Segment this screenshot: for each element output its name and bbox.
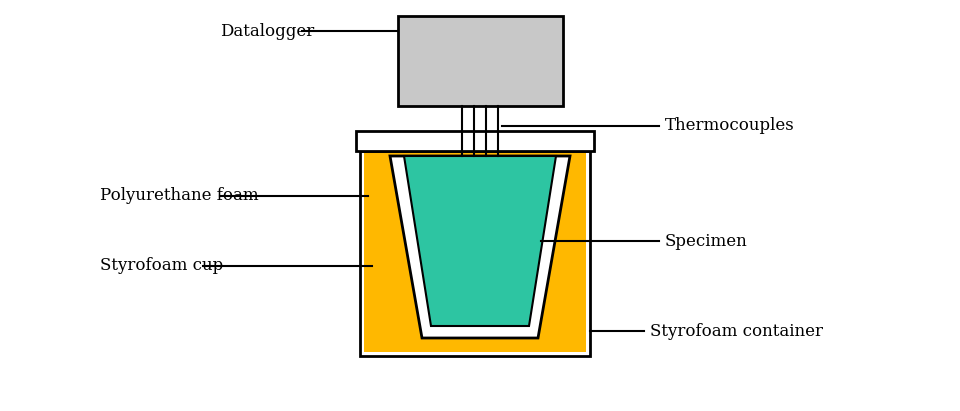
Text: Thermocouples: Thermocouples <box>665 118 795 134</box>
Polygon shape <box>390 156 570 338</box>
Text: Polyurethane foam: Polyurethane foam <box>100 187 258 205</box>
Bar <box>364 151 586 352</box>
Text: Datalogger: Datalogger <box>220 23 314 39</box>
Bar <box>397 16 563 106</box>
Text: Styrofoam cup: Styrofoam cup <box>100 258 224 275</box>
Text: Specimen: Specimen <box>665 233 748 249</box>
Text: Styrofoam container: Styrofoam container <box>650 323 823 339</box>
Polygon shape <box>404 156 556 326</box>
Bar <box>356 131 594 151</box>
Bar <box>360 151 590 356</box>
